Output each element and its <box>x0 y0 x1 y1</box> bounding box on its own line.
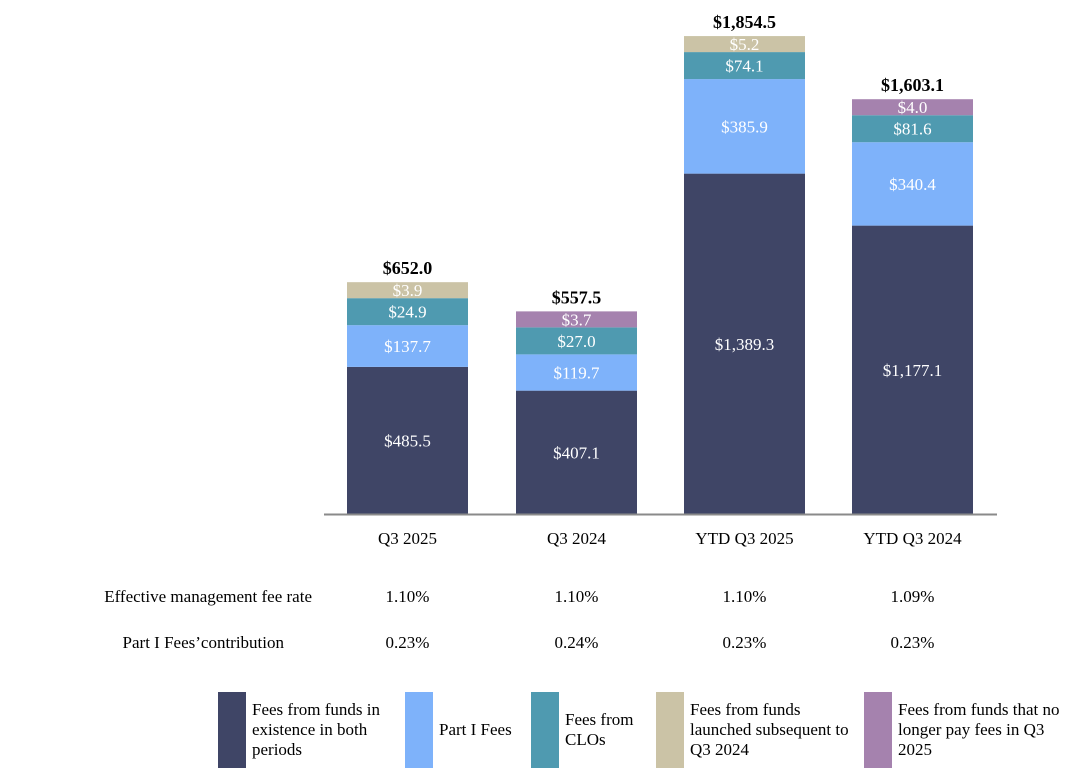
fee-rate-value: 1.10% <box>722 587 767 606</box>
bar-segment <box>684 173 805 514</box>
data-label: $137.7 <box>384 337 431 356</box>
data-label: $407.1 <box>553 443 600 462</box>
bar-segment <box>852 225 973 514</box>
bar-segment <box>684 52 805 80</box>
total-label: $1,854.5 <box>713 12 776 32</box>
x-tick-label: YTD Q3 2024 <box>863 529 962 548</box>
fee-rate-value: 1.09% <box>890 587 935 606</box>
data-label: $27.0 <box>557 332 595 351</box>
data-label: $485.5 <box>384 431 431 450</box>
bar-segment <box>347 366 468 514</box>
bar-segment <box>852 142 973 226</box>
data-label: $385.9 <box>721 117 768 136</box>
legend-label: Fees from CLOs <box>565 710 634 749</box>
part1-contribution-value: 0.23% <box>385 633 430 652</box>
bar-segment <box>347 325 468 367</box>
fee-rate-value: 1.10% <box>554 587 599 606</box>
part1-contribution-value: 0.24% <box>554 633 599 652</box>
legend-swatch <box>531 692 559 768</box>
data-label: $1,389.3 <box>715 335 775 354</box>
data-label: $81.6 <box>893 120 931 139</box>
bar-segment <box>852 115 973 143</box>
legend-label: Fees from funds launched subsequent to Q… <box>690 700 849 759</box>
legend-item: Fees from funds in existence in both per… <box>218 692 388 768</box>
data-label: $3.7 <box>562 310 592 329</box>
data-label: $24.9 <box>388 303 426 322</box>
data-label: $4.0 <box>898 98 928 117</box>
part1-contribution-value: 0.23% <box>890 633 935 652</box>
data-label: $5.2 <box>730 35 760 54</box>
bar-segment <box>684 36 805 53</box>
row-label-fee-rate: Effective management fee rate <box>104 587 312 606</box>
x-tick-label: Q3 2024 <box>547 529 607 548</box>
legend-item: Fees from CLOs <box>531 692 651 768</box>
total-label: $1,603.1 <box>881 75 944 95</box>
row-label-part1-contribution: Part I Fees’contribution <box>122 633 284 652</box>
x-tick-label: YTD Q3 2025 <box>695 529 793 548</box>
data-label: $1,177.1 <box>883 361 943 380</box>
bar-segment <box>516 311 637 328</box>
bar-segment <box>852 99 973 116</box>
part1-contribution-value: 0.23% <box>722 633 767 652</box>
legend-label: Part I Fees <box>439 720 512 739</box>
legend-item: Fees from funds that no longer pay fees … <box>864 692 1069 768</box>
x-tick-label: Q3 2025 <box>378 529 437 548</box>
bar-segment <box>347 282 468 299</box>
legend-swatch <box>218 692 246 768</box>
data-label: $3.9 <box>393 281 423 300</box>
total-label: $652.0 <box>383 258 433 278</box>
bar-segment <box>684 79 805 174</box>
bar-segment <box>347 298 468 326</box>
legend-swatch <box>864 692 892 768</box>
legend-label: Fees from funds that no longer pay fees … <box>898 700 1060 759</box>
data-label: $340.4 <box>889 175 936 194</box>
total-label: $557.5 <box>552 287 602 307</box>
bar-segment <box>516 354 637 391</box>
bar-segment <box>516 390 637 514</box>
legend-item: Fees from funds launched subsequent to Q… <box>656 692 866 768</box>
legend-item: Part I Fees <box>405 692 535 768</box>
bar-segment <box>516 327 637 355</box>
data-label: $119.7 <box>553 364 600 383</box>
data-label: $74.1 <box>725 57 763 76</box>
legend-swatch <box>656 692 684 768</box>
fee-rate-value: 1.10% <box>385 587 430 606</box>
legend-swatch <box>405 692 433 768</box>
legend-label: Fees from funds in existence in both per… <box>252 700 380 759</box>
